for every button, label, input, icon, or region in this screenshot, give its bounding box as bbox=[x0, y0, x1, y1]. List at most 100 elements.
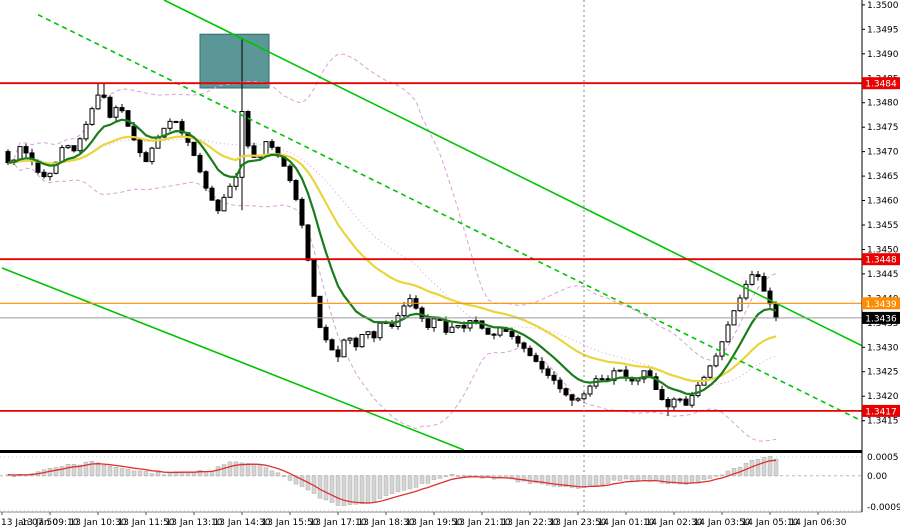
svg-text:1.3439: 1.3439 bbox=[865, 300, 897, 310]
indicator-histogram bbox=[5, 456, 779, 507]
candle-body bbox=[467, 320, 473, 329]
candle-body bbox=[473, 320, 479, 323]
price-tick-label: 1.3455 bbox=[867, 221, 899, 231]
price-tick-label: 1.3420 bbox=[867, 392, 899, 402]
time-tick-label: 13 Jan 18:30 bbox=[358, 518, 415, 528]
indicator-signal-line bbox=[7, 459, 777, 504]
candle-body bbox=[533, 355, 539, 362]
price-tick-label: 1.3415 bbox=[867, 417, 899, 427]
candle-body bbox=[263, 141, 269, 157]
candle-body bbox=[515, 336, 521, 344]
time-tick-label: 13 Jan 23:50 bbox=[550, 518, 607, 528]
ma-green-line bbox=[7, 118, 777, 396]
time-tick-label: 13 Jan 21:10 bbox=[454, 518, 511, 528]
candle-body bbox=[95, 94, 101, 110]
ma-yellow-line bbox=[7, 135, 777, 383]
candle-body bbox=[755, 274, 761, 278]
price-tick-label: 1.3450 bbox=[867, 246, 899, 256]
highlight-zone[interactable] bbox=[199, 33, 270, 89]
candle-body bbox=[65, 145, 71, 149]
candle-body bbox=[527, 347, 533, 357]
candle-body bbox=[5, 151, 11, 164]
candle-body bbox=[89, 108, 95, 125]
candle-body bbox=[683, 398, 689, 406]
candle-body bbox=[251, 145, 257, 158]
candle-body bbox=[107, 96, 113, 118]
time-tick-label: 14 Jan 05:10 bbox=[742, 518, 799, 528]
candle-body bbox=[239, 111, 245, 178]
price-tick-label: 1.3430 bbox=[867, 343, 899, 353]
time-tick-label: 13 Jan 11:50 bbox=[118, 518, 175, 528]
candle-body bbox=[203, 171, 209, 189]
candle-body bbox=[551, 374, 557, 381]
candle-body bbox=[323, 326, 329, 341]
candle-body bbox=[347, 337, 353, 341]
channel-upper-trendline[interactable] bbox=[163, 0, 875, 352]
candle-body bbox=[371, 331, 377, 339]
price-tick-label: 1.3425 bbox=[867, 368, 899, 378]
candle-body bbox=[305, 224, 311, 261]
candle-body bbox=[287, 165, 293, 181]
candle-body bbox=[77, 138, 83, 152]
price-badge-current: 1.3436 bbox=[862, 311, 900, 324]
candle-body bbox=[191, 141, 197, 156]
candlestick-series[interactable] bbox=[5, 39, 779, 416]
time-tick-label: 13 Jan 09:10 bbox=[22, 518, 79, 528]
candle-body bbox=[521, 342, 527, 349]
candle-body bbox=[707, 365, 713, 378]
candle-body bbox=[401, 305, 407, 317]
bollinger-middle-band bbox=[7, 137, 777, 386]
indicator-axis-label: 0.00 bbox=[867, 472, 887, 482]
price-pane[interactable] bbox=[1, 0, 881, 450]
candle-body bbox=[227, 185, 233, 198]
time-tick-label: 14 Jan 02:30 bbox=[646, 518, 703, 528]
candle-body bbox=[113, 107, 119, 118]
candle-body bbox=[767, 290, 773, 305]
candle-body bbox=[617, 369, 623, 372]
time-tick-label: 14 Jan 03:50 bbox=[694, 518, 751, 528]
price-badge-1.3439: 1.3439 bbox=[862, 297, 900, 310]
candle-body bbox=[377, 322, 383, 339]
price-tick-label: 1.3445 bbox=[867, 270, 899, 280]
candle-body bbox=[197, 154, 203, 173]
candle-body bbox=[131, 125, 137, 141]
candle-body bbox=[539, 360, 545, 370]
candle-body bbox=[659, 389, 665, 401]
candle-body bbox=[41, 171, 47, 178]
price-tick-label: 1.3490 bbox=[867, 50, 899, 60]
candle-body bbox=[179, 121, 185, 134]
candle-body bbox=[431, 318, 437, 329]
candle-body bbox=[461, 325, 467, 329]
candle-body bbox=[599, 378, 605, 381]
candle-body bbox=[749, 274, 755, 285]
time-tick-label: 13 Jan 17:10 bbox=[310, 518, 367, 528]
candle-body bbox=[293, 180, 299, 200]
pane-separator[interactable] bbox=[0, 450, 900, 453]
price-tick-label: 1.3460 bbox=[867, 197, 899, 207]
candle-body bbox=[449, 326, 455, 333]
indicator-axis-label: -0.0009 bbox=[867, 503, 900, 513]
candle-body bbox=[725, 324, 731, 343]
candle-body bbox=[269, 141, 275, 148]
time-tick-label: 13 Jan 13:10 bbox=[166, 518, 223, 528]
candle-body bbox=[443, 319, 449, 333]
candle-body bbox=[557, 379, 563, 390]
channel-lower-trendline[interactable] bbox=[1, 267, 465, 450]
candle-body bbox=[245, 111, 251, 147]
candle-body bbox=[641, 370, 647, 380]
svg-text:1.3417: 1.3417 bbox=[865, 407, 897, 417]
indicator-pane[interactable] bbox=[0, 456, 862, 511]
candle-body bbox=[329, 339, 335, 351]
svg-text:1.3484: 1.3484 bbox=[865, 80, 897, 90]
candle-body bbox=[743, 283, 749, 299]
candle-body bbox=[761, 276, 767, 292]
candle-body bbox=[665, 399, 671, 408]
svg-text:1.3436: 1.3436 bbox=[865, 314, 897, 324]
candle-body bbox=[485, 327, 491, 335]
candle-body bbox=[737, 297, 743, 312]
candle-body bbox=[119, 107, 125, 112]
price-tick-label: 1.3475 bbox=[867, 123, 899, 133]
